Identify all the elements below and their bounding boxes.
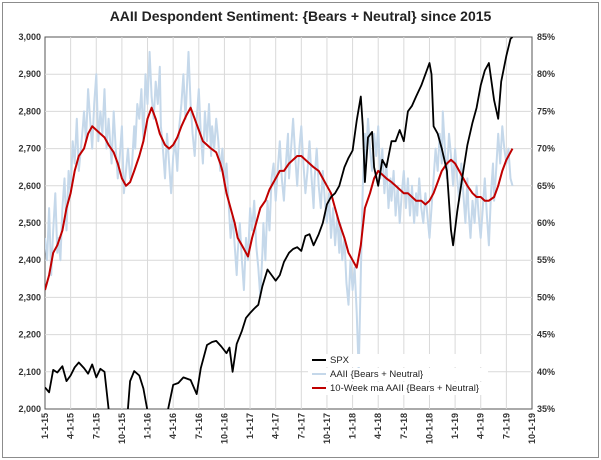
x-axis-tick-label: 10-1-16	[219, 413, 229, 444]
x-axis-tick-label: 4-1-19	[476, 413, 486, 439]
x-axis-tick-label: 4-1-15	[66, 413, 76, 439]
x-axis-tick-label: 7-1-16	[194, 413, 204, 439]
legend-row-bg	[308, 382, 488, 395]
series-line-spx	[45, 37, 514, 409]
right-axis-tick-label: 65%	[537, 181, 555, 191]
x-axis-tick-label: 7-1-17	[296, 413, 306, 439]
x-axis-tick-label: 1-1-18	[348, 413, 358, 439]
right-axis-tick-label: 35%	[537, 404, 555, 414]
series-group	[45, 37, 514, 409]
right-axis-tick-label: 40%	[537, 367, 555, 377]
left-axis-tick-label: 2,100	[18, 367, 41, 377]
x-axis-tick-label: 7-1-15	[91, 413, 101, 439]
right-axis-tick-label: 60%	[537, 218, 555, 228]
series-line-aaii-bears-neutral	[45, 50, 514, 373]
right-axis-tick-label: 80%	[537, 69, 555, 79]
right-axis-tick-label: 55%	[537, 255, 555, 265]
series-line-aaii-10wk-ma	[45, 106, 514, 291]
legend-row-bg	[308, 368, 488, 381]
axes: 2,000 2,100 2,200 2,300 2,400 2,500 2,600 2,700…	[18, 32, 555, 444]
x-axis-tick-label: 1-1-15	[40, 413, 50, 439]
left-axis-tick-label: 2,200	[18, 330, 41, 340]
legend-label: SPX	[330, 355, 350, 366]
x-axis-tick-label: 10-1-18	[424, 413, 434, 444]
legend-label: AAII {Bears + Neutral}	[330, 369, 423, 380]
right-axis-tick-label: 85%	[537, 32, 555, 42]
legend: SPX AAII {Bears + Neutral} 10-Week ma AAII…	[308, 354, 488, 395]
left-axis-tick-label: 2,600	[18, 181, 41, 191]
left-axis-tick-label: 2,000	[18, 404, 41, 414]
left-axis-tick-label: 2,300	[18, 292, 41, 302]
left-axis-tick-label: 2,500	[18, 218, 41, 228]
x-axis-tick-label: 10-1-17	[322, 413, 332, 444]
x-axis-tick-label: 4-1-18	[373, 413, 383, 439]
right-axis-tick-label: 70%	[537, 144, 555, 154]
x-axis-tick-label: 7-1-19	[501, 413, 511, 439]
x-axis-tick-label: 10-1-19	[527, 413, 537, 444]
right-axis-tick-label: 50%	[537, 292, 555, 302]
left-axis-tick-label: 2,800	[18, 106, 41, 116]
x-axis-tick-label: 1-1-19	[450, 413, 460, 439]
right-axis-tick-label: 75%	[537, 106, 555, 116]
left-axis-tick-label: 2,700	[18, 144, 41, 154]
left-axis-tick-label: 2,400	[18, 255, 41, 265]
right-axis-tick-label: 45%	[537, 330, 555, 340]
left-axis-tick-label: 2,900	[18, 69, 41, 79]
x-axis-tick-label: 4-1-17	[271, 413, 281, 439]
x-axis-tick-label: 4-1-16	[168, 413, 178, 439]
x-axis-tick-label: 10-1-15	[117, 413, 127, 444]
x-axis-tick-label: 7-1-18	[399, 413, 409, 439]
x-axis-tick-label: 1-1-16	[143, 413, 153, 439]
legend-label: 10-Week ma AAII {Bears + Neutral}	[330, 383, 479, 394]
chart-title: AAII Despondent Sentiment: {Bears + Neut…	[109, 8, 492, 24]
left-axis-tick-label: 3,000	[18, 32, 41, 42]
legend-row-bg	[308, 354, 488, 367]
x-axis-tick-label: 1-1-17	[245, 413, 255, 439]
